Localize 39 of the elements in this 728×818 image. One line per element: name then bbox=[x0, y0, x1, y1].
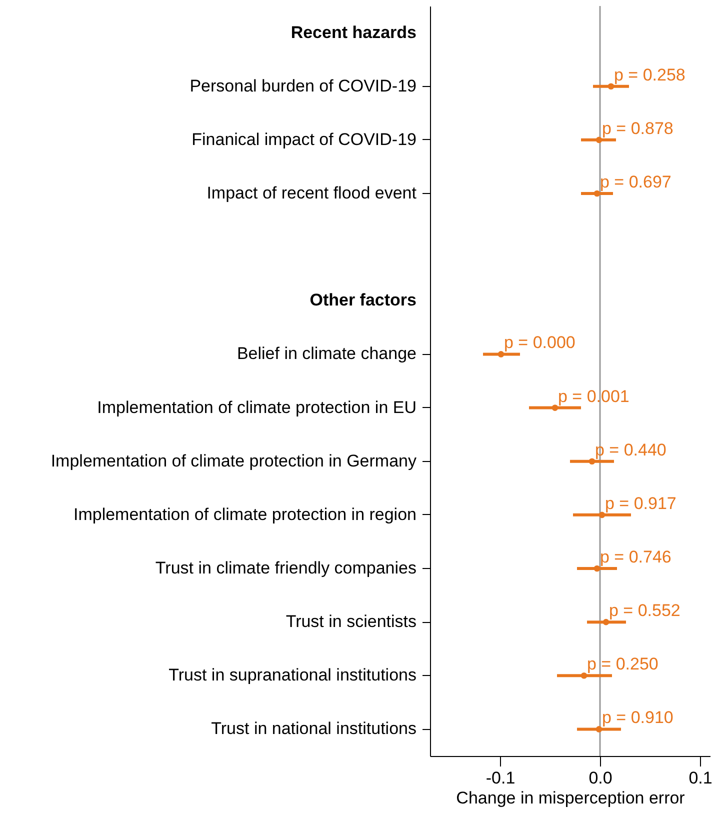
y-tick-label: Personal burden of COVID-19 bbox=[190, 76, 416, 96]
annotation: p = 0.250 bbox=[587, 654, 658, 674]
y-tick-label: Finanical impact of COVID-19 bbox=[192, 130, 416, 149]
annotation: p = 0.552 bbox=[609, 601, 680, 620]
annotation: p = 0.910 bbox=[602, 708, 674, 728]
point bbox=[608, 83, 614, 90]
point bbox=[594, 565, 600, 572]
y-tick-label: Implementation of climate protection in Germany bbox=[50, 451, 417, 470]
point bbox=[580, 672, 588, 679]
annotation: p = 0.697 bbox=[600, 172, 672, 192]
y-tick-label: Trust in scientists bbox=[286, 612, 416, 632]
y-tick-label: Belief in climate change bbox=[236, 344, 416, 364]
y-tick-label: Trust in supranational institutions bbox=[168, 666, 416, 685]
y-tick-label: Implementation of climate protection in EU bbox=[97, 398, 416, 417]
point bbox=[598, 512, 606, 518]
point bbox=[552, 404, 558, 411]
x-axis-title: Change in misperception error bbox=[456, 788, 686, 808]
annotation: p = 0.440 bbox=[595, 440, 666, 460]
point bbox=[498, 351, 504, 358]
y-tick-label: Recent hazards bbox=[290, 22, 416, 42]
annotation: p = 0.746 bbox=[600, 548, 672, 566]
annotation: p = 0.001 bbox=[558, 386, 630, 406]
x-tick-label: -0.1 bbox=[486, 768, 516, 788]
point bbox=[596, 726, 602, 732]
point bbox=[602, 618, 610, 626]
y-tick-label: Trust in climate friendly companies bbox=[155, 558, 416, 578]
y-tick-label: Other factors bbox=[310, 290, 416, 310]
y-tick-label: Impact of recent flood event bbox=[206, 184, 417, 202]
x-tick-label: 0.0 bbox=[588, 768, 612, 788]
y-tick-label: Implementation of climate protection in region bbox=[73, 504, 416, 524]
annotation: p = 0.258 bbox=[614, 65, 686, 84]
point bbox=[594, 190, 600, 197]
annotation: p = 0.878 bbox=[602, 118, 674, 138]
annotation: p = 0.917 bbox=[605, 494, 676, 513]
point bbox=[588, 458, 596, 465]
point bbox=[596, 136, 602, 144]
y-tick-label: Trust in national institutions bbox=[211, 719, 416, 738]
x-tick-label: 0.1 bbox=[688, 768, 712, 788]
annotation: p = 0.000 bbox=[504, 333, 576, 352]
